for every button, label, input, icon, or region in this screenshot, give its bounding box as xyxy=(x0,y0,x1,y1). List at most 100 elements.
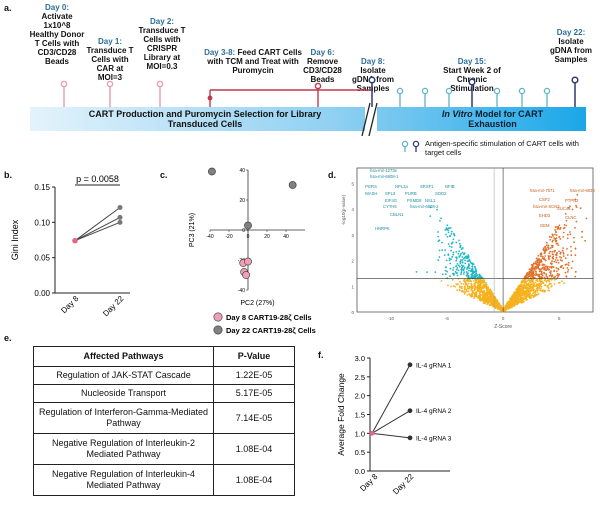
gene-point xyxy=(550,236,553,239)
gene-point xyxy=(540,270,543,273)
break-mark xyxy=(368,102,378,137)
gene-point xyxy=(491,293,493,295)
gene-point xyxy=(436,208,438,211)
gene-point xyxy=(450,230,453,233)
gene-point xyxy=(461,261,464,263)
gene-point xyxy=(461,251,464,254)
gene-point xyxy=(539,261,541,263)
gene-point xyxy=(547,244,550,247)
gene-point xyxy=(525,289,528,292)
gene-point xyxy=(445,266,447,269)
step-day-label: Day 3-8: xyxy=(204,48,236,57)
gene-point xyxy=(520,296,523,299)
gene-point xyxy=(548,266,551,268)
gene-point xyxy=(525,292,528,295)
gene-point xyxy=(548,280,551,283)
gene-point xyxy=(535,267,538,270)
gene-point xyxy=(550,244,553,247)
gene-point xyxy=(545,273,548,276)
gene-point xyxy=(480,289,483,292)
gene-point xyxy=(512,296,515,299)
gene-point xyxy=(460,271,463,274)
stim-marker xyxy=(445,87,453,95)
gene-point xyxy=(535,283,538,285)
gene-point xyxy=(556,259,559,262)
gene-point xyxy=(459,262,462,265)
gene-point xyxy=(449,227,452,229)
gene-point xyxy=(444,269,447,272)
gene-point xyxy=(476,274,478,277)
y-tick-label: 0.0 xyxy=(355,467,365,476)
gene-point xyxy=(574,270,577,273)
gene-point xyxy=(518,289,521,292)
gene-point xyxy=(415,271,418,273)
gene-point xyxy=(460,267,463,269)
y-axis-label: PC3 (21%) xyxy=(189,213,196,247)
table-row: Negative Regulation of Interleukin-2 Med… xyxy=(33,433,295,465)
gene-point xyxy=(450,249,452,252)
series-line xyxy=(371,432,411,439)
legend-marker xyxy=(213,325,223,335)
gene-point xyxy=(536,280,539,283)
gene-point xyxy=(497,305,500,307)
gene-point xyxy=(526,276,529,279)
gene-point xyxy=(473,276,476,279)
gene-point xyxy=(534,281,537,284)
gene-point xyxy=(525,297,528,300)
gene-point xyxy=(561,280,563,283)
timeline-diagram xyxy=(30,76,586,152)
gene-point xyxy=(519,283,522,286)
gene-point xyxy=(463,280,465,282)
gene-label-down: CYTH5 xyxy=(383,204,397,209)
gene-point xyxy=(534,269,536,271)
gene-point xyxy=(467,269,470,272)
gene-point xyxy=(561,259,563,262)
gene-label-down: WASH xyxy=(365,191,377,196)
gene-point xyxy=(455,283,458,285)
gene-point xyxy=(473,271,476,273)
step-day-label: Day 22: xyxy=(556,28,586,37)
gene-point xyxy=(470,280,473,283)
gene-point xyxy=(455,268,458,271)
y-tick-label: 3 xyxy=(351,233,354,238)
data-point xyxy=(208,167,216,176)
pvalue-cell: 1.08E-04 xyxy=(213,464,295,496)
gene-point xyxy=(447,284,449,287)
gene-point xyxy=(514,298,516,301)
gene-point xyxy=(452,269,454,271)
gene-point xyxy=(444,229,447,231)
gene-point xyxy=(450,233,453,235)
gene-point xyxy=(540,283,543,285)
gene-point xyxy=(539,289,541,292)
gene-point xyxy=(524,287,526,290)
stim-marker xyxy=(396,87,404,95)
gene-point xyxy=(452,285,455,287)
series-label: IL-4 gRNA 1 xyxy=(416,362,452,369)
gene-point xyxy=(573,241,575,244)
gene-point xyxy=(575,206,578,208)
gene-point xyxy=(538,285,540,288)
gene-point xyxy=(466,266,469,269)
gene-point xyxy=(456,263,459,265)
timeline-bar-right-label: In Vitro Model for CART Exhaustion xyxy=(430,109,555,129)
stim-marker xyxy=(543,87,551,95)
gene-label-down: NSL1 xyxy=(425,198,436,203)
gene-label-up: CLNC xyxy=(565,215,576,220)
gene-point xyxy=(556,226,558,228)
gene-point xyxy=(451,241,454,244)
gene-point xyxy=(465,274,468,277)
gene-point xyxy=(458,250,460,253)
stim-marker xyxy=(493,87,501,95)
gene-point xyxy=(437,235,440,238)
gene-point xyxy=(545,244,548,247)
gene-point xyxy=(529,285,532,288)
gene-point xyxy=(562,255,565,257)
gene-label-down: PGRS xyxy=(365,184,377,189)
gene-point xyxy=(439,219,441,222)
step-day-label: Day 2: xyxy=(149,17,174,26)
gene-point xyxy=(563,224,566,226)
gene-point xyxy=(585,217,588,220)
gene-point xyxy=(476,296,479,298)
gene-label-down: HNRPK xyxy=(375,226,390,231)
gene-point xyxy=(444,273,447,276)
